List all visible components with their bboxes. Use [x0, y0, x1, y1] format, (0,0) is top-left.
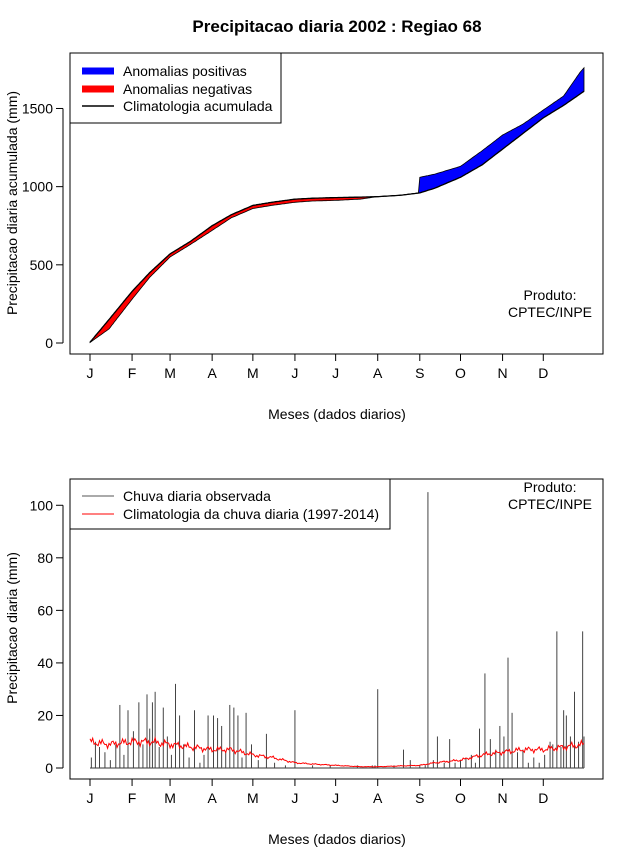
top-x-tick-label-J: J — [291, 365, 298, 381]
bottom-x-tick-label-A: A — [207, 790, 217, 806]
bottom-legend: Chuva diaria observada Climatologia da c… — [69, 478, 391, 530]
chart-title: Precipitacao diaria 2002 : Regiao 68 — [192, 17, 481, 36]
bottom-x-tick-label-J: J — [87, 790, 94, 806]
top-x-tick-label-S: S — [415, 365, 424, 381]
top-plot-marks — [89, 66, 585, 344]
bottom-y-tick-label: 40 — [37, 655, 53, 671]
bottom-plot-marks — [89, 492, 585, 769]
top-x-tick-label-M: M — [164, 365, 176, 381]
bottom-x-tick-label-A: A — [373, 790, 383, 806]
top-x-tick-label-A: A — [207, 365, 217, 381]
bottom-y-tick-label: 100 — [30, 497, 54, 513]
bottom-y-axis-label: Precipitacao diaria (mm) — [4, 552, 20, 704]
bottom-x-tick-label-S: S — [415, 790, 424, 806]
top-x-tick-label-F: F — [128, 365, 137, 381]
top-x-axis-label: Meses (dados diarios) — [268, 406, 406, 422]
bottom-x-tick-label-D: D — [538, 790, 548, 806]
bottom-y-tick-label: 20 — [37, 707, 53, 723]
legend-label-positive: Anomalias positivas — [123, 63, 247, 79]
top-y-tick-label: 1500 — [22, 100, 53, 116]
bottom-y-tick-label: 80 — [37, 550, 53, 566]
bottom-annotation-line1: Produto: — [524, 479, 577, 495]
top-y-tick-label: 1000 — [22, 179, 53, 195]
top-annotation-line2: CPTEC/INPE — [508, 304, 592, 320]
bottom-x-tick-label-M: M — [247, 790, 259, 806]
negative-anomaly-area — [89, 196, 377, 344]
climatology-cumulative-line — [89, 90, 585, 343]
top-x-tick-label-M: M — [247, 365, 259, 381]
bottom-x-axis-label: Meses (dados diarios) — [268, 831, 406, 847]
bottom-legend-box — [69, 478, 391, 530]
bottom-plot: 0 20 40 60 80 100 J F M A M J J A S O N D Meses (dados d… — [4, 478, 604, 847]
bottom-y-tick-label: 60 — [37, 602, 53, 618]
top-x-tick-label-A: A — [373, 365, 383, 381]
top-x-tick-label-D: D — [538, 365, 548, 381]
bottom-x-tick-label-M: M — [164, 790, 176, 806]
top-x-tick-label-N: N — [498, 365, 508, 381]
bottom-x-tick-label-O: O — [455, 790, 466, 806]
top-x-tick-label-J: J — [87, 365, 94, 381]
legend-label-observed: Chuva diaria observada — [123, 488, 271, 504]
positive-anomaly-area — [377, 66, 585, 198]
bottom-x-tick-label-J: J — [332, 790, 339, 806]
top-plot: 0 500 1000 1500 J F M A M J J A S O N D Meses (dados d… — [4, 52, 604, 422]
legend-label-negative: Anomalias negativas — [123, 81, 252, 97]
bottom-x-tick-label-N: N — [498, 790, 508, 806]
top-annotation-line1: Produto: — [524, 287, 577, 303]
top-y-axis-label: Precipitacao diaria acumulada (mm) — [4, 91, 20, 315]
daily-climatology-line — [89, 736, 585, 768]
legend-label-climatology: Climatologia acumulada — [123, 98, 273, 114]
top-y-tick-label: 500 — [30, 257, 54, 273]
top-y-axis: 0 500 1000 1500 — [22, 100, 64, 351]
top-x-tick-label-J: J — [332, 365, 339, 381]
bottom-y-tick-label: 0 — [45, 760, 53, 776]
bottom-x-tick-label-F: F — [128, 790, 137, 806]
bottom-annotation-line2: CPTEC/INPE — [508, 496, 592, 512]
top-x-tick-label-O: O — [455, 365, 466, 381]
bottom-x-tick-label-J: J — [291, 790, 298, 806]
top-y-tick-label: 0 — [45, 335, 53, 351]
top-legend: Anomalias positivas Anomalias negativas … — [69, 52, 282, 124]
legend-label-climatology-daily: Climatologia da chuva diaria (1997-2014) — [123, 506, 379, 522]
bottom-y-axis: 0 20 40 60 80 100 — [30, 497, 64, 776]
